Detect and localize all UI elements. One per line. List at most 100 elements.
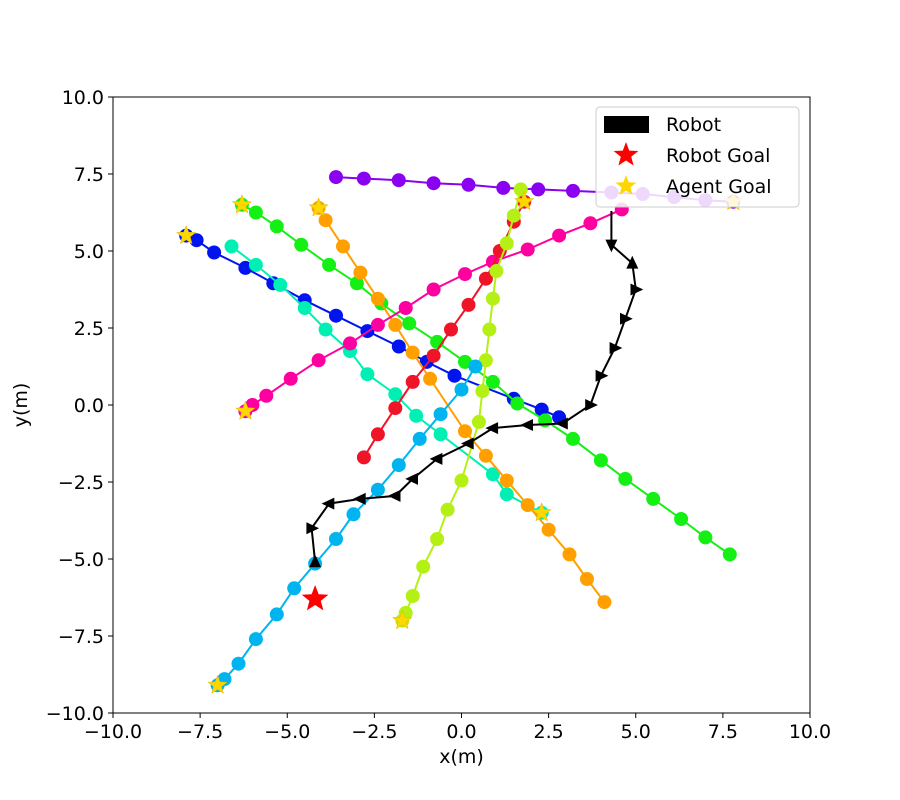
agent-position-marker xyxy=(478,353,493,368)
y-tick-label: 0.0 xyxy=(74,395,104,417)
agent-position-marker xyxy=(329,170,343,185)
agent-goal-star xyxy=(207,674,228,694)
agent-position-marker xyxy=(433,407,448,422)
agent-position-marker xyxy=(461,177,476,192)
agent-position-marker xyxy=(329,308,343,323)
agent-position-marker xyxy=(318,213,333,228)
y-tick-label: −2.5 xyxy=(58,472,104,494)
robot-heading-marker xyxy=(306,522,320,535)
robot-heading-marker xyxy=(405,472,418,485)
agent-position-marker xyxy=(475,384,490,399)
agent-position-marker xyxy=(405,589,420,603)
agent-position-marker xyxy=(318,322,333,337)
agent-position-marker xyxy=(458,424,472,439)
agent-position-marker xyxy=(238,260,253,275)
robot-trajectory xyxy=(306,211,644,568)
agent-position-marker xyxy=(353,265,368,280)
agent-position-marker xyxy=(552,228,567,243)
x-axis-label: x(m) xyxy=(439,746,484,768)
x-tick-label: −5.0 xyxy=(264,721,310,743)
agent-position-marker xyxy=(471,414,486,429)
agent-position-marker xyxy=(405,374,420,389)
x-axis: −10.0 −7.5 −5.0 −2.5 0.0 2.5 5.0 7.5 10.0 xyxy=(84,713,831,743)
legend-robot-label: Robot xyxy=(666,114,721,136)
robot-heading-marker xyxy=(605,239,618,253)
agent-position-marker xyxy=(336,239,350,254)
agent-position-marker xyxy=(485,467,500,482)
x-tick-label: −2.5 xyxy=(351,721,397,743)
agent-goal-star xyxy=(392,609,413,630)
agent-trajectory-3 xyxy=(224,239,549,520)
robot-heading-marker xyxy=(485,422,499,435)
agent-position-marker xyxy=(489,264,504,278)
agent-position-marker xyxy=(478,448,493,463)
y-tick-label: 5.0 xyxy=(74,241,104,263)
robot-heading-marker xyxy=(595,369,609,382)
agent-position-marker xyxy=(646,491,661,506)
agent-position-marker xyxy=(499,487,514,502)
agent-position-marker xyxy=(322,257,337,272)
agent-position-marker xyxy=(698,530,713,545)
agent-position-marker xyxy=(269,607,284,622)
agent-position-marker xyxy=(391,173,406,188)
agent-position-marker xyxy=(583,216,598,231)
agent-position-marker xyxy=(618,471,633,486)
agent-goal-star xyxy=(235,400,256,420)
agent-position-marker xyxy=(520,498,535,513)
agent-position-marker xyxy=(722,547,737,562)
x-tick-label: 10.0 xyxy=(789,721,831,743)
agent-position-marker xyxy=(423,371,438,386)
agent-goal-star xyxy=(514,190,535,211)
x-tick-label: 0.0 xyxy=(446,721,476,743)
agent-goal-star xyxy=(308,197,329,217)
y-tick-label: −10.0 xyxy=(46,703,104,725)
agent-position-marker xyxy=(269,219,284,234)
agent-position-marker xyxy=(273,277,288,292)
agent-position-marker xyxy=(398,301,413,315)
agent-position-marker xyxy=(440,502,455,517)
agent-position-marker xyxy=(461,297,476,312)
agent-position-marker xyxy=(391,339,406,354)
agent-position-marker xyxy=(391,458,406,473)
agent-path-line xyxy=(401,189,522,622)
agent-position-marker xyxy=(566,431,580,446)
agent-position-marker xyxy=(531,182,546,197)
y-tick-label: −7.5 xyxy=(58,626,104,648)
agent-position-marker xyxy=(370,482,385,497)
robot-heading-marker xyxy=(309,554,322,568)
legend-robot-swatch xyxy=(604,116,649,133)
agent-position-marker xyxy=(454,382,469,397)
robot-heading-marker xyxy=(520,419,533,431)
agent-position-marker xyxy=(409,408,424,423)
agent-position-marker xyxy=(496,180,511,195)
agent-position-marker xyxy=(356,171,371,186)
robot-heading-marker xyxy=(429,452,443,465)
agent-trajectory-9 xyxy=(210,359,483,693)
robot-heading-marker xyxy=(321,497,335,510)
agent-position-marker xyxy=(426,176,441,191)
agent-position-marker xyxy=(329,532,343,546)
agent-position-marker xyxy=(416,559,431,574)
agent-position-marker xyxy=(297,301,312,315)
robot-heading-marker xyxy=(387,489,401,502)
agent-position-marker xyxy=(294,237,309,252)
agent-position-marker xyxy=(485,374,500,389)
robot-heading-marker xyxy=(352,492,366,505)
agent-position-marker xyxy=(499,473,514,488)
agent-position-marker xyxy=(562,547,577,562)
agent-position-marker xyxy=(478,271,493,286)
y-tick-label: 10.0 xyxy=(62,87,104,109)
robot-heading-marker xyxy=(461,437,474,450)
y-axis: −10.0 −7.5 −5.0 −2.5 0.0 2.5 5.0 7.5 10.0 xyxy=(46,87,113,725)
agent-position-marker xyxy=(343,336,357,351)
agent-position-marker xyxy=(356,450,371,465)
agent-position-marker xyxy=(412,431,427,446)
agent-position-marker xyxy=(593,453,608,468)
agent-position-marker xyxy=(499,236,514,251)
agent-position-marker xyxy=(674,512,689,526)
robot-heading-marker xyxy=(630,283,644,296)
agent-position-marker xyxy=(506,208,521,223)
x-tick-label: 7.5 xyxy=(708,721,738,743)
agent-position-marker xyxy=(311,353,326,368)
agent-position-marker xyxy=(287,581,302,596)
